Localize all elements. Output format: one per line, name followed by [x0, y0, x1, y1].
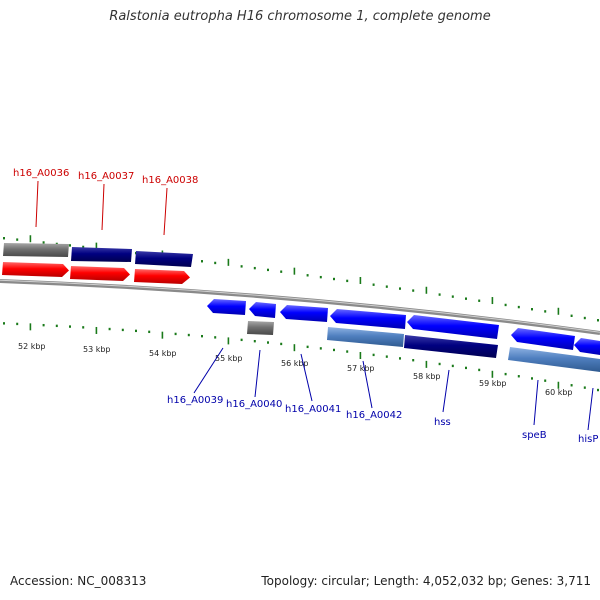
gene-feature	[327, 327, 404, 347]
cds-arrow	[134, 269, 190, 284]
forward-gene-labels: h16_A0036 h16_A0037 h16_A0038	[13, 168, 198, 236]
cds-arrow	[574, 338, 600, 355]
gene-feature	[404, 335, 498, 358]
gene-feature	[3, 243, 69, 257]
gene-label-h16-a0036: h16_A0036	[13, 168, 69, 179]
kbp-label: 57 kbp	[347, 364, 375, 373]
gene-label-h16-a0039: h16_A0039	[167, 395, 223, 406]
gene-feature	[71, 247, 132, 262]
kbp-scale: 52 kbp 53 kbp 54 kbp 55 kbp 56 kbp 57 kb…	[18, 342, 573, 397]
forward-gene-track	[3, 243, 193, 267]
gene-label-h16-a0042: h16_A0042	[346, 410, 402, 421]
accession-text: Accession: NC_008313	[10, 574, 147, 588]
cds-arrow	[70, 266, 130, 281]
gene-label-h16-a0037: h16_A0037	[78, 171, 134, 182]
reverse-gene-track	[247, 321, 600, 372]
cds-arrow	[511, 328, 575, 350]
reverse-gene-labels: h16_A0039 h16_A0040 h16_A0041 h16_A0042 …	[167, 347, 598, 445]
gene-label-hisp: hisP	[578, 434, 598, 445]
kbp-label: 56 kbp	[281, 359, 309, 368]
backbone	[0, 279, 600, 335]
gene-feature	[508, 347, 600, 372]
gene-label-h16-a0041: h16_A0041	[285, 404, 341, 415]
map-title: Ralstonia eutropha H16 chromosome 1, com…	[109, 9, 491, 24]
kbp-label: 59 kbp	[479, 379, 507, 388]
cds-arrow	[249, 302, 276, 318]
cds-arrow	[207, 299, 246, 315]
cds-arrow	[2, 262, 69, 277]
gene-label-h16-a0040: h16_A0040	[226, 399, 282, 410]
kbp-label: 58 kbp	[413, 372, 441, 381]
cds-arrow	[280, 305, 328, 322]
kbp-label: 53 kbp	[83, 345, 111, 354]
kbp-label: 52 kbp	[18, 342, 46, 351]
cds-arrow	[407, 315, 499, 339]
gene-label-speb: speB	[522, 430, 547, 441]
kbp-label: 54 kbp	[149, 349, 177, 358]
gene-feature	[247, 321, 274, 335]
reverse-cds-track	[207, 299, 600, 355]
gene-label-h16-a0038: h16_A0038	[142, 175, 198, 186]
gene-feature	[135, 251, 193, 267]
gene-label-hss: hss	[434, 417, 451, 428]
cds-arrow	[330, 309, 406, 329]
kbp-label: 60 kbp	[545, 388, 573, 397]
kbp-label: 55 kbp	[215, 354, 243, 363]
forward-cds-track	[2, 262, 190, 284]
reverse-tick-row	[3, 322, 599, 392]
genome-stats-text: Topology: circular; Length: 4,052,032 bp…	[261, 574, 591, 588]
